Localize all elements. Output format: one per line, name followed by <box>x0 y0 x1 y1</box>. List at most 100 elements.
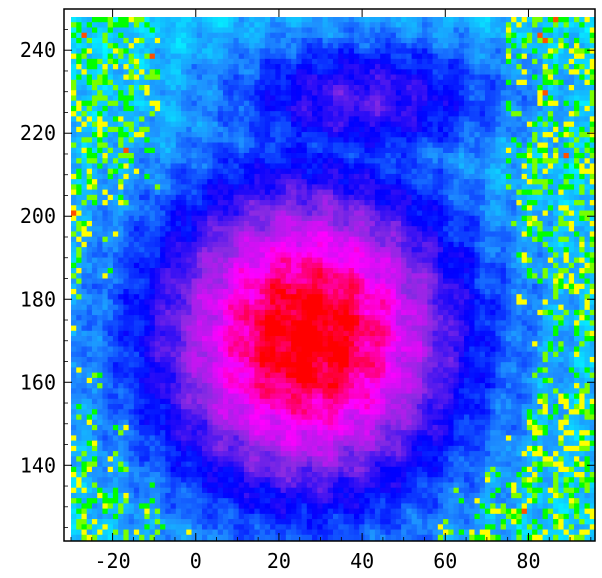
heatmap-cell <box>589 58 596 65</box>
heatmap-cell <box>170 105 177 112</box>
heatmap-cell <box>516 126 523 133</box>
heatmap-cell <box>86 137 93 144</box>
heatmap-cell <box>149 132 156 138</box>
heatmap-cell <box>264 215 271 222</box>
heatmap-cell <box>448 137 455 144</box>
heatmap-cell <box>369 189 376 196</box>
heatmap-cell <box>102 27 109 34</box>
heatmap-cell <box>165 231 172 238</box>
heatmap-cell <box>443 74 449 81</box>
heatmap-cell <box>464 257 470 264</box>
heatmap-cell <box>374 17 381 23</box>
heatmap-cell <box>259 257 266 264</box>
heatmap-cell <box>359 194 366 201</box>
heatmap-cell <box>416 200 423 206</box>
heatmap-cell <box>91 241 98 248</box>
heatmap-cell <box>359 189 366 196</box>
heatmap-cell <box>553 247 559 253</box>
heatmap-cell <box>285 74 292 81</box>
heatmap-cell <box>133 163 140 170</box>
heatmap-cell <box>406 22 413 29</box>
heatmap-cell <box>102 215 109 222</box>
heatmap-cell <box>76 90 83 97</box>
heatmap-cell <box>537 17 544 23</box>
heatmap-cell <box>406 132 413 138</box>
heatmap-cell <box>233 27 240 34</box>
heatmap-cell <box>353 95 360 102</box>
heatmap-cell <box>411 200 418 206</box>
heatmap-cell <box>406 163 413 170</box>
heatmap-cell <box>306 163 313 170</box>
heatmap-cell <box>484 17 491 23</box>
heatmap-cell <box>542 17 549 23</box>
heatmap-cell <box>390 37 397 44</box>
heatmap-cell <box>416 90 423 97</box>
heatmap-cell <box>233 262 240 269</box>
heatmap-cell <box>568 74 575 81</box>
heatmap-cell <box>154 220 161 227</box>
heatmap-cell <box>380 147 386 154</box>
heatmap-cell <box>422 163 428 170</box>
heatmap-cell <box>118 163 124 170</box>
heatmap-cell <box>374 231 381 238</box>
heatmap-cell <box>217 58 224 65</box>
heatmap-cell <box>217 64 224 70</box>
heatmap-cell <box>511 121 517 128</box>
heatmap-cell <box>390 231 397 238</box>
heatmap-cell <box>76 168 83 175</box>
heatmap-cell <box>312 247 318 253</box>
heatmap-cell <box>558 37 565 44</box>
heatmap-cell <box>317 22 324 29</box>
heatmap-cell <box>490 53 497 60</box>
heatmap-cell <box>76 43 83 49</box>
heatmap-cell <box>348 116 355 123</box>
heatmap-cell <box>306 79 313 86</box>
heatmap-cell <box>327 200 334 206</box>
heatmap-cell <box>306 215 313 222</box>
heatmap-cell <box>275 241 282 248</box>
heatmap-cell <box>432 69 439 76</box>
heatmap-cell <box>359 48 366 55</box>
heatmap-cell <box>291 79 297 86</box>
heatmap-cell <box>222 163 229 170</box>
heatmap-cell <box>285 215 292 222</box>
heatmap-cell <box>574 184 580 191</box>
heatmap-cell <box>259 17 266 23</box>
heatmap-cell <box>416 137 423 144</box>
heatmap-cell <box>411 273 418 280</box>
heatmap-cell <box>458 116 465 123</box>
heatmap-cell <box>196 69 203 76</box>
heatmap-cell <box>568 32 575 39</box>
heatmap-cell <box>133 22 140 29</box>
heatmap-cell <box>443 194 449 201</box>
heatmap-cell <box>401 100 407 107</box>
heatmap-cell <box>479 37 486 44</box>
heatmap-cell <box>448 158 455 165</box>
heatmap-cell <box>338 95 345 102</box>
heatmap-cell <box>584 79 591 86</box>
heatmap-cell <box>160 43 166 49</box>
heatmap-cell <box>553 210 559 217</box>
heatmap-cell <box>526 247 533 253</box>
heatmap-cell <box>338 236 345 243</box>
heatmap-cell <box>484 200 491 206</box>
heatmap-cell <box>453 53 460 60</box>
heatmap-cell <box>191 257 198 264</box>
heatmap-cell <box>516 147 523 154</box>
heatmap-cell <box>144 126 151 133</box>
heatmap-cell <box>322 116 329 123</box>
heatmap-cell <box>490 137 497 144</box>
heatmap-cell <box>71 95 77 102</box>
heatmap-cell <box>259 179 266 185</box>
heatmap-cell <box>291 241 297 248</box>
heatmap-cell <box>123 147 130 154</box>
heatmap-cell <box>233 64 240 70</box>
heatmap-cell <box>338 116 345 123</box>
heatmap-cell <box>118 22 124 29</box>
heatmap-cell <box>181 189 187 196</box>
heatmap-cell <box>212 273 219 280</box>
heatmap-cell <box>243 95 250 102</box>
heatmap-cell <box>312 132 318 138</box>
heatmap-cell <box>86 210 93 217</box>
heatmap-cell <box>532 231 538 238</box>
